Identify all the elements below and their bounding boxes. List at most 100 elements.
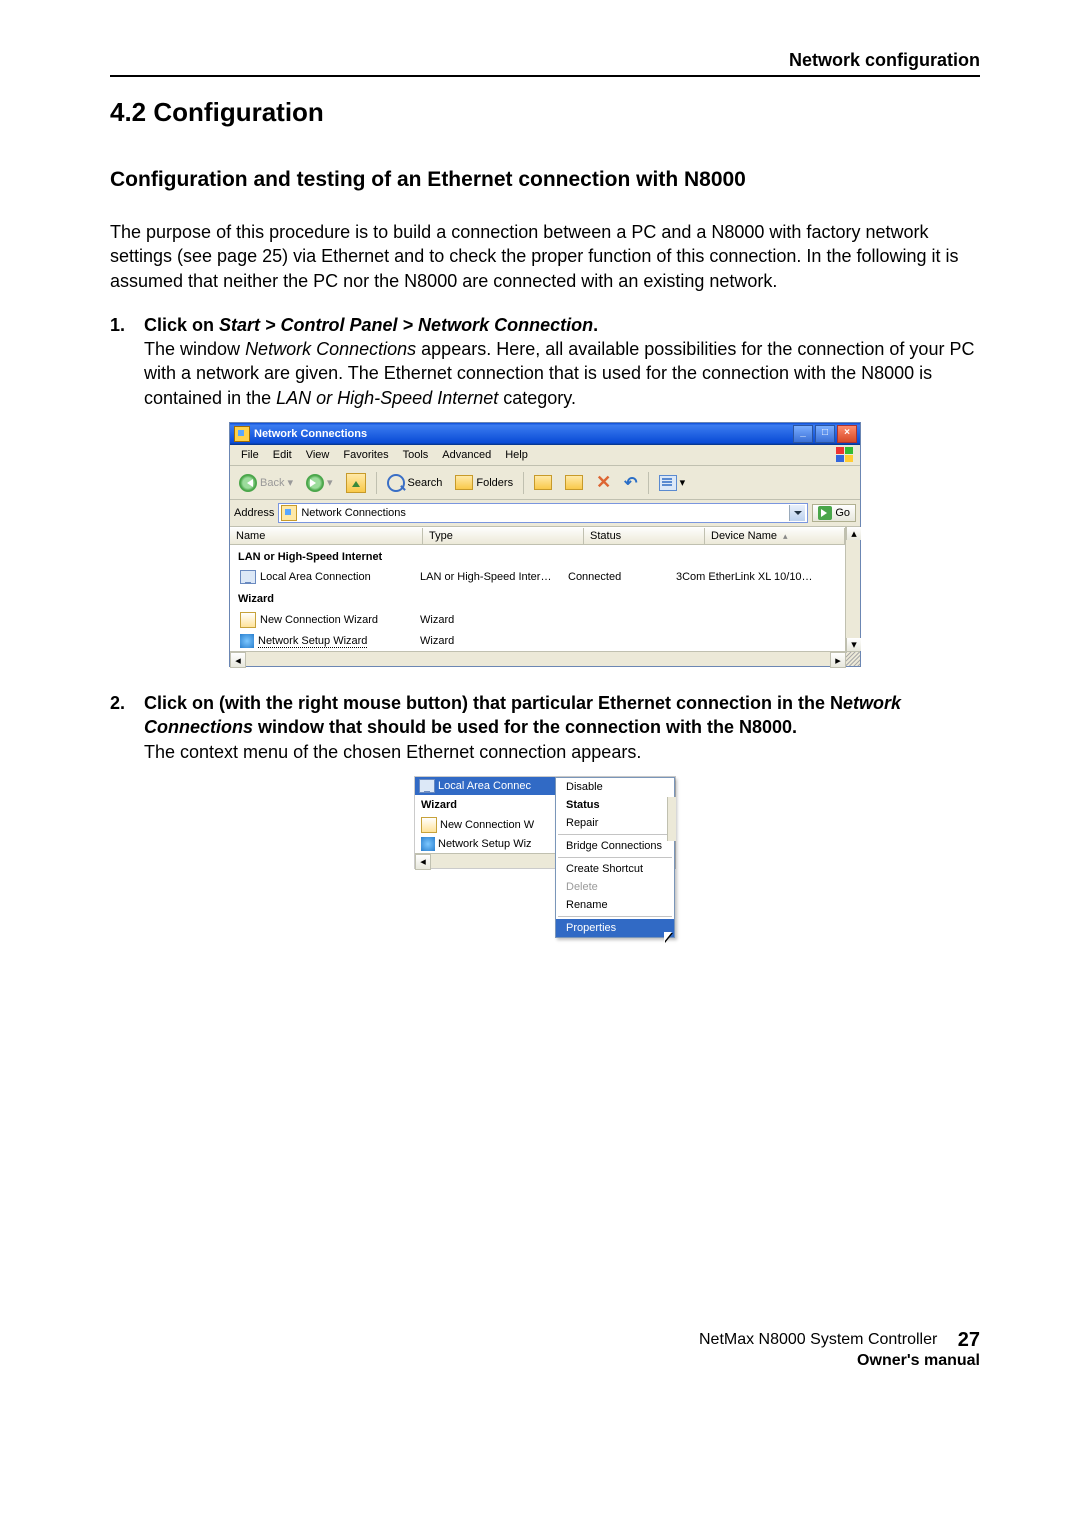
maximize-button[interactable]: □ xyxy=(815,425,835,443)
forward-button[interactable]: ▾ xyxy=(301,471,338,495)
copyto-icon xyxy=(565,475,583,490)
intro-paragraph: The purpose of this procedure is to buil… xyxy=(110,220,980,293)
window-title: Network Connections xyxy=(254,428,793,440)
folders-icon xyxy=(455,475,473,490)
lac-name: Local Area Connection xyxy=(260,571,371,583)
group-lan: LAN or High-Speed Internet xyxy=(230,545,845,567)
col-status[interactable]: Status xyxy=(584,528,705,544)
ctx-vscroll[interactable] xyxy=(667,797,676,841)
scroll-right[interactable]: ▸ xyxy=(830,652,846,668)
address-icon xyxy=(281,505,297,521)
row-ncw[interactable]: New Connection Wizard Wizard xyxy=(230,609,845,631)
address-bar: Address Network Connections Go xyxy=(230,500,860,527)
ctx-scroll-track[interactable] xyxy=(431,854,555,868)
ctx-row-nsw[interactable]: Network Setup Wiz xyxy=(415,835,555,853)
col-device[interactable]: Device Name xyxy=(705,528,845,544)
delete-icon: ✕ xyxy=(596,472,611,493)
menu-bar: File Edit View Favorites Tools Advanced … xyxy=(230,445,860,466)
menu-tools[interactable]: Tools xyxy=(396,447,436,463)
step-2: 2. Click on (with the right mouse button… xyxy=(110,691,980,764)
context-menu: Disable Status Repair Bridge Connections… xyxy=(555,777,675,938)
scroll-down[interactable]: ▾ xyxy=(846,638,861,651)
ctx-bridge[interactable]: Bridge Connections xyxy=(556,837,674,855)
column-headers: Name Type Status Device Name xyxy=(230,527,845,545)
windows-flag-icon xyxy=(836,447,856,463)
up-icon xyxy=(346,473,366,493)
forward-icon xyxy=(306,474,324,492)
address-dropdown[interactable] xyxy=(789,505,805,521)
list-body: LAN or High-Speed Internet Local Area Co… xyxy=(230,545,845,651)
step-1: 1. Click on Start > Control Panel > Netw… xyxy=(110,313,980,410)
footer-manual: Owner's manual xyxy=(857,1352,980,1369)
row-lac[interactable]: Local Area Connection LAN or High-Speed … xyxy=(230,567,845,587)
scroll-track[interactable] xyxy=(246,652,830,666)
go-label: Go xyxy=(835,507,850,519)
selected-connection[interactable]: Local Area Connec xyxy=(415,777,555,795)
lac-device: 3Com EtherLink XL 10/10… xyxy=(676,571,839,583)
back-icon xyxy=(239,474,257,492)
menu-advanced[interactable]: Advanced xyxy=(435,447,498,463)
lac-status: Connected xyxy=(568,571,676,583)
nsw-type: Wizard xyxy=(420,635,568,647)
menu-edit[interactable]: Edit xyxy=(266,447,299,463)
step-1-lead: Click on xyxy=(144,315,219,335)
address-value: Network Connections xyxy=(301,507,406,519)
lac-type: LAN or High-Speed Inter… xyxy=(420,571,568,583)
col-name[interactable]: Name xyxy=(230,528,423,544)
toolbar: Back ▾ ▾ Search Folders ✕ ↶ ▾ xyxy=(230,466,860,500)
copyto-button[interactable] xyxy=(560,472,588,493)
close-button[interactable]: × xyxy=(837,425,857,443)
window-icon xyxy=(234,426,250,442)
views-button[interactable]: ▾ xyxy=(654,472,691,494)
ctx-status[interactable]: Status xyxy=(556,796,674,814)
delete-button[interactable]: ✕ xyxy=(591,469,616,496)
step-1-italic2: LAN or High-Speed Internet xyxy=(276,388,498,408)
ctx-shortcut[interactable]: Create Shortcut xyxy=(556,860,674,878)
back-button[interactable]: Back ▾ xyxy=(234,471,298,495)
section-name: Configuration xyxy=(153,97,323,127)
step-1-bodyA: The window xyxy=(144,339,245,359)
back-label: Back xyxy=(260,477,284,489)
go-button[interactable]: Go xyxy=(812,504,856,522)
address-label: Address xyxy=(234,507,274,519)
search-label: Search xyxy=(408,477,443,489)
undo-icon: ↶ xyxy=(624,473,637,493)
ctx-properties[interactable]: Properties xyxy=(556,919,674,937)
menu-file[interactable]: File xyxy=(234,447,266,463)
ncw-name: New Connection Wizard xyxy=(260,614,378,626)
scroll-up[interactable]: ▴ xyxy=(846,527,861,540)
ctx-scroll-left[interactable]: ◂ xyxy=(415,854,431,870)
row-nsw[interactable]: Network Setup Wizard Wizard xyxy=(230,631,845,651)
moveto-button[interactable] xyxy=(529,472,557,493)
step-1-bodyC: category. xyxy=(498,388,576,408)
address-input[interactable]: Network Connections xyxy=(278,503,808,523)
wizard-icon xyxy=(421,817,437,833)
wizard-icon xyxy=(240,612,256,628)
minimize-button[interactable]: _ xyxy=(793,425,813,443)
network-icon xyxy=(419,779,435,793)
menu-view[interactable]: View xyxy=(299,447,337,463)
menu-help[interactable]: Help xyxy=(498,447,535,463)
up-button[interactable] xyxy=(341,470,371,496)
step-2-boldB: window that should be used for the conne… xyxy=(253,717,797,737)
resize-grip[interactable] xyxy=(846,652,860,666)
step-2-boldA: Click on (with the right mouse button) t… xyxy=(144,693,843,713)
step-1-tail: . xyxy=(593,315,598,335)
ctx-row-ncw[interactable]: New Connection W xyxy=(415,815,555,835)
wizard2-icon xyxy=(421,837,435,851)
search-button[interactable]: Search xyxy=(382,471,448,495)
ctx-rename[interactable]: Rename xyxy=(556,896,674,914)
ctx-repair[interactable]: Repair xyxy=(556,814,674,832)
ctx-disable[interactable]: Disable xyxy=(556,778,674,796)
undo-button[interactable]: ↶ xyxy=(619,470,642,496)
scroll-left[interactable]: ◂ xyxy=(230,652,246,668)
status-bar: ◂ ▸ xyxy=(230,651,860,666)
window-titlebar[interactable]: Network Connections _ □ × xyxy=(230,423,860,445)
folders-button[interactable]: Folders xyxy=(450,472,518,493)
ctx-ncw-label: New Connection W xyxy=(440,819,534,831)
nsw-name: Network Setup Wizard xyxy=(258,635,367,648)
subsection-title: Configuration and testing of an Ethernet… xyxy=(110,168,980,192)
group-wizard: Wizard xyxy=(230,587,845,609)
menu-favorites[interactable]: Favorites xyxy=(336,447,395,463)
col-type[interactable]: Type xyxy=(423,528,584,544)
